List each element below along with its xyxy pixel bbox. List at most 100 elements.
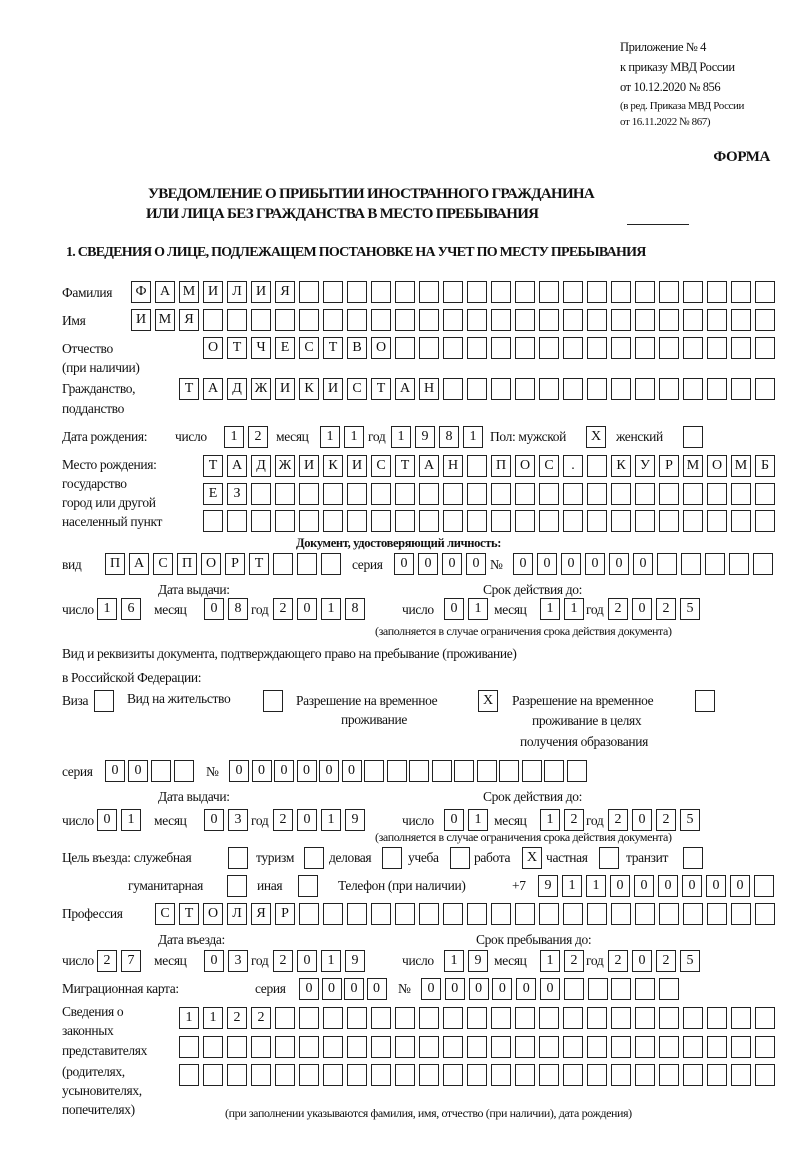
char-cell[interactable]: [658, 978, 679, 1000]
char-cell[interactable]: 0: [706, 875, 726, 897]
checkbox-cell[interactable]: [304, 847, 324, 869]
char-cell[interactable]: 9: [345, 950, 365, 972]
char-cell[interactable]: [611, 309, 631, 331]
char-cell[interactable]: [419, 309, 439, 331]
char-cell[interactable]: [515, 510, 535, 532]
char-cell[interactable]: [611, 483, 631, 505]
char-cell[interactable]: [419, 1007, 439, 1029]
char-cell[interactable]: 0: [204, 950, 224, 972]
char-cell[interactable]: 0: [492, 978, 513, 1000]
char-cell[interactable]: [467, 1064, 487, 1086]
char-cell[interactable]: [275, 1064, 295, 1086]
temp-permit-checkbox[interactable]: X: [478, 690, 502, 712]
char-cell[interactable]: [179, 1036, 199, 1058]
char-cell[interactable]: [395, 309, 415, 331]
char-cell[interactable]: 1: [540, 950, 560, 972]
char-cell[interactable]: [467, 455, 487, 477]
char-cell[interactable]: А: [419, 455, 439, 477]
char-cell[interactable]: [409, 760, 429, 782]
char-cell[interactable]: [563, 337, 583, 359]
char-cell[interactable]: И: [299, 455, 319, 477]
char-cell[interactable]: [275, 510, 295, 532]
char-cell[interactable]: [659, 378, 679, 400]
char-cell[interactable]: 0: [513, 553, 533, 575]
char-cell[interactable]: К: [611, 455, 631, 477]
char-cell[interactable]: 1: [562, 875, 582, 897]
char-cell[interactable]: 2: [608, 598, 628, 620]
char-cell[interactable]: [443, 309, 463, 331]
char-cell[interactable]: [467, 378, 487, 400]
char-cell[interactable]: [395, 483, 415, 505]
char-cell[interactable]: 0: [297, 598, 317, 620]
purpose-humanitarian-checkbox[interactable]: [227, 875, 251, 897]
char-cell[interactable]: [275, 1007, 295, 1029]
char-cell[interactable]: 0: [537, 553, 557, 575]
char-cell[interactable]: 1: [97, 598, 117, 620]
char-cell[interactable]: [539, 309, 559, 331]
char-cell[interactable]: [659, 337, 679, 359]
char-cell[interactable]: 2: [251, 1007, 271, 1029]
char-cell[interactable]: [467, 510, 487, 532]
char-cell[interactable]: [275, 309, 295, 331]
char-cell[interactable]: [467, 1007, 487, 1029]
char-cell[interactable]: [563, 309, 583, 331]
birthplace-field-3[interactable]: [203, 510, 779, 532]
char-cell[interactable]: 0: [97, 809, 117, 831]
char-cell[interactable]: К: [323, 455, 343, 477]
char-cell[interactable]: 0: [442, 553, 462, 575]
char-cell[interactable]: 0: [444, 598, 464, 620]
char-cell[interactable]: [227, 1064, 247, 1086]
char-cell[interactable]: О: [371, 337, 391, 359]
char-cell[interactable]: 2: [273, 809, 293, 831]
char-cell[interactable]: [729, 553, 749, 575]
char-cell[interactable]: [707, 281, 727, 303]
char-cell[interactable]: 9: [538, 875, 558, 897]
char-cell[interactable]: [566, 760, 587, 782]
char-cell[interactable]: Т: [179, 378, 199, 400]
char-cell[interactable]: О: [707, 455, 727, 477]
char-cell[interactable]: [731, 337, 751, 359]
char-cell[interactable]: [251, 309, 271, 331]
char-cell[interactable]: [753, 553, 773, 575]
char-cell[interactable]: 0: [321, 978, 342, 1000]
char-cell[interactable]: Т: [323, 337, 343, 359]
char-cell[interactable]: Ж: [275, 455, 295, 477]
char-cell[interactable]: 0: [128, 760, 148, 782]
char-cell[interactable]: [499, 760, 519, 782]
checkbox-cell[interactable]: [298, 875, 318, 897]
char-cell[interactable]: 1: [463, 426, 483, 448]
char-cell[interactable]: [731, 309, 751, 331]
char-cell[interactable]: 6: [121, 598, 141, 620]
char-cell[interactable]: [563, 978, 584, 1000]
char-cell[interactable]: 2: [97, 950, 117, 972]
char-cell[interactable]: 7: [121, 950, 141, 972]
char-cell[interactable]: [443, 483, 463, 505]
char-cell[interactable]: [563, 378, 583, 400]
char-cell[interactable]: [371, 1007, 391, 1029]
checkbox-cell[interactable]: [683, 426, 703, 448]
char-cell[interactable]: [707, 1036, 727, 1058]
char-cell[interactable]: Р: [659, 455, 679, 477]
char-cell[interactable]: [587, 510, 607, 532]
char-cell[interactable]: 2: [564, 809, 584, 831]
char-cell[interactable]: 2: [273, 598, 293, 620]
char-cell[interactable]: И: [323, 378, 343, 400]
char-cell[interactable]: 8: [345, 598, 365, 620]
char-cell[interactable]: В: [347, 337, 367, 359]
char-cell[interactable]: [683, 483, 703, 505]
char-cell[interactable]: 0: [274, 760, 294, 782]
char-cell[interactable]: У: [635, 455, 655, 477]
char-cell[interactable]: [539, 337, 559, 359]
char-cell[interactable]: [467, 337, 487, 359]
char-cell[interactable]: [323, 510, 343, 532]
char-cell[interactable]: [371, 483, 391, 505]
char-cell[interactable]: С: [299, 337, 319, 359]
char-cell[interactable]: 0: [633, 553, 653, 575]
